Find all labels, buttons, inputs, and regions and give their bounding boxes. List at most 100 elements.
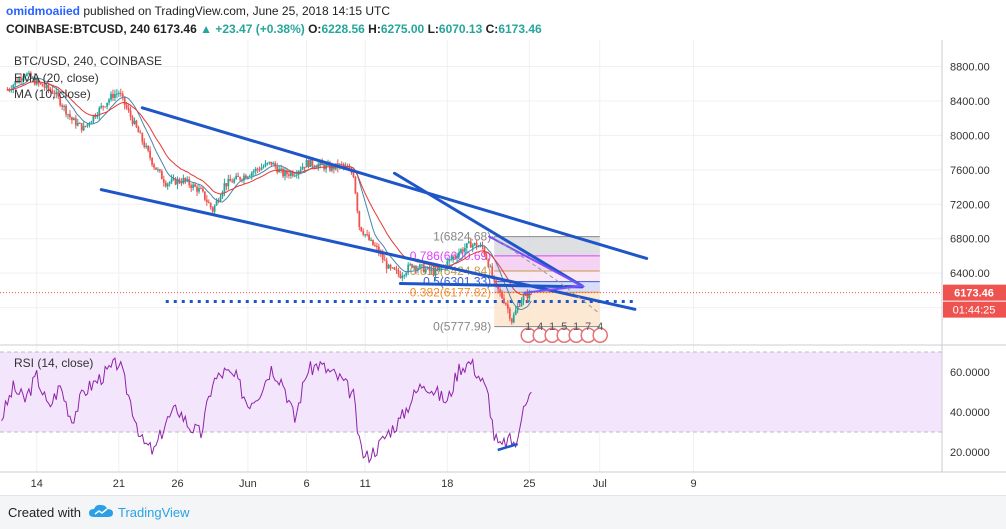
candle-body[interactable] bbox=[53, 93, 56, 95]
candle-body[interactable] bbox=[417, 267, 419, 270]
candle-body[interactable] bbox=[84, 125, 87, 127]
candle-body[interactable] bbox=[420, 264, 423, 266]
candle-body[interactable] bbox=[438, 267, 441, 271]
candle-body[interactable] bbox=[462, 249, 464, 252]
candle-body[interactable] bbox=[67, 114, 69, 116]
candle-body[interactable] bbox=[246, 176, 249, 178]
candle-body[interactable] bbox=[465, 243, 468, 248]
candle-body[interactable] bbox=[166, 183, 169, 187]
candle-body[interactable] bbox=[358, 211, 361, 228]
candle-body[interactable] bbox=[264, 163, 267, 167]
candle-body[interactable] bbox=[164, 182, 167, 187]
candle-body[interactable] bbox=[518, 306, 521, 308]
candle-body[interactable] bbox=[354, 176, 357, 194]
candle-body[interactable] bbox=[501, 292, 503, 299]
candle-body[interactable] bbox=[401, 275, 404, 278]
candle-body[interactable] bbox=[487, 259, 490, 267]
candle-body[interactable] bbox=[436, 269, 439, 271]
candle-body[interactable] bbox=[450, 259, 453, 261]
candle-body[interactable] bbox=[20, 78, 22, 81]
candle-body[interactable] bbox=[254, 168, 257, 172]
candle-body[interactable] bbox=[299, 169, 302, 172]
candle-body[interactable] bbox=[426, 267, 429, 269]
candle-body[interactable] bbox=[45, 84, 48, 88]
author-name[interactable]: omidmoaiied bbox=[6, 4, 81, 18]
candle-body[interactable] bbox=[422, 264, 425, 273]
candle-body[interactable] bbox=[385, 260, 388, 269]
candle-body[interactable] bbox=[160, 171, 163, 180]
candle-body[interactable] bbox=[419, 264, 421, 268]
candle-body[interactable] bbox=[370, 239, 372, 241]
candle-body[interactable] bbox=[319, 161, 322, 165]
candle-body[interactable] bbox=[374, 245, 376, 247]
candle-body[interactable] bbox=[149, 150, 152, 158]
candle-body[interactable] bbox=[250, 172, 253, 176]
candle-body[interactable] bbox=[71, 117, 73, 121]
candle-body[interactable] bbox=[190, 185, 193, 189]
candle-body[interactable] bbox=[456, 256, 458, 258]
candle-body[interactable] bbox=[366, 234, 369, 236]
candle-body[interactable] bbox=[225, 183, 228, 187]
candle-body[interactable] bbox=[74, 118, 77, 126]
candle-body[interactable] bbox=[139, 132, 142, 134]
candle-body[interactable] bbox=[288, 174, 290, 176]
candle-body[interactable] bbox=[92, 115, 95, 122]
candle-body[interactable] bbox=[245, 175, 247, 178]
candle-body[interactable] bbox=[207, 202, 210, 204]
candle-body[interactable] bbox=[174, 178, 177, 185]
candle-body[interactable] bbox=[65, 105, 67, 115]
candle-body[interactable] bbox=[379, 253, 382, 255]
candle-body[interactable] bbox=[182, 177, 185, 184]
candle-body[interactable] bbox=[33, 77, 36, 85]
candle-body[interactable] bbox=[383, 259, 386, 261]
candle-body[interactable] bbox=[514, 310, 517, 315]
candle-body[interactable] bbox=[76, 122, 79, 126]
chart-canvas[interactable]: 1(6824.68)0.786(6600.69)0.618(6424.84)0.… bbox=[0, 40, 1006, 495]
candle-body[interactable] bbox=[162, 179, 165, 183]
candle-body[interactable] bbox=[127, 107, 130, 111]
candle-body[interactable] bbox=[26, 73, 28, 76]
candle-body[interactable] bbox=[209, 203, 212, 208]
rsi-divergence-line[interactable] bbox=[497, 442, 519, 452]
ema-legend[interactable]: EMA (20, close) bbox=[14, 71, 99, 85]
candle-body[interactable] bbox=[102, 105, 105, 107]
candle-body[interactable] bbox=[415, 266, 417, 270]
tradingview-brand[interactable]: TradingView bbox=[118, 505, 190, 520]
candle-body[interactable] bbox=[145, 145, 148, 148]
candle-body[interactable] bbox=[55, 91, 58, 95]
candle-body[interactable] bbox=[430, 269, 433, 271]
candle-body[interactable] bbox=[243, 175, 245, 181]
candle-body[interactable] bbox=[57, 91, 60, 97]
candle-body[interactable] bbox=[231, 181, 234, 183]
candle-body[interactable] bbox=[39, 83, 42, 85]
candle-body[interactable] bbox=[356, 193, 359, 212]
candle-body[interactable] bbox=[135, 120, 138, 128]
candle-body[interactable] bbox=[293, 175, 296, 177]
candle-body[interactable] bbox=[342, 163, 345, 167]
candle-body[interactable] bbox=[192, 184, 195, 189]
candle-body[interactable] bbox=[237, 175, 239, 178]
candle-body[interactable] bbox=[377, 246, 380, 254]
candle-body[interactable] bbox=[137, 127, 140, 133]
candle-body[interactable] bbox=[340, 163, 343, 165]
candle-body[interactable] bbox=[526, 293, 529, 299]
candle-body[interactable] bbox=[331, 165, 333, 171]
candle-body[interactable] bbox=[452, 256, 455, 260]
candle-body[interactable] bbox=[98, 107, 101, 116]
candle-body[interactable] bbox=[295, 174, 298, 176]
candle-body[interactable] bbox=[104, 106, 107, 108]
candle-body[interactable] bbox=[119, 93, 122, 95]
candle-body[interactable] bbox=[346, 166, 349, 169]
candle-body[interactable] bbox=[399, 274, 402, 278]
candle-body[interactable] bbox=[41, 83, 44, 87]
candle-body[interactable] bbox=[407, 264, 410, 273]
candle-body[interactable] bbox=[47, 84, 50, 90]
candle-body[interactable] bbox=[72, 118, 75, 121]
candle-body[interactable] bbox=[458, 252, 460, 257]
candle-body[interactable] bbox=[485, 254, 488, 260]
candle-body[interactable] bbox=[381, 253, 384, 260]
candle-body[interactable] bbox=[286, 170, 288, 175]
candle-body[interactable] bbox=[151, 157, 153, 165]
candle-body[interactable] bbox=[157, 169, 159, 171]
candle-body[interactable] bbox=[471, 244, 474, 248]
